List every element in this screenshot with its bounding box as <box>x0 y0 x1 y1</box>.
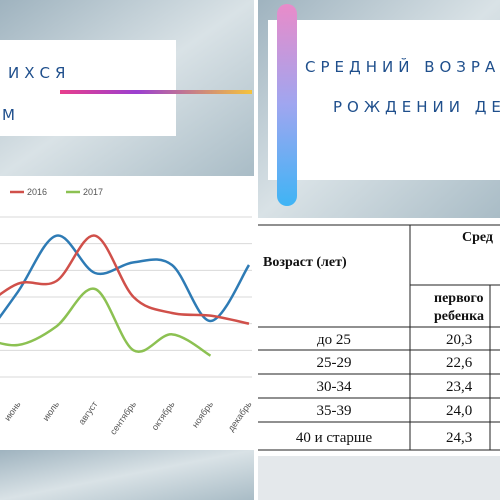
table-cell: до 25 <box>317 332 351 348</box>
table-cell: 24,0 <box>446 403 472 419</box>
slide-background <box>0 450 254 500</box>
slide-background <box>258 456 500 500</box>
slide-title: М <box>2 106 20 124</box>
table-cell: 24,3 <box>446 430 472 446</box>
table-header: Сред <box>462 230 493 245</box>
slide-title: ИХСЯ <box>8 64 70 82</box>
table-borders <box>258 224 500 451</box>
accent-line <box>60 90 252 94</box>
table-cell: 22,6 <box>446 355 473 371</box>
slide-title: РОЖДЕНИИ ДЕ <box>333 98 500 116</box>
title-card <box>0 40 176 136</box>
table-cell: 25-29 <box>317 355 352 371</box>
table-header: Возраст (лет) <box>263 255 347 270</box>
slide-title: СРЕДНИЙ ВОЗРА <box>305 57 500 76</box>
table-cell: 20,3 <box>446 332 472 348</box>
legend-label: 2016 <box>27 187 47 197</box>
table-cell: 35-39 <box>317 403 352 419</box>
table-cell: 23,4 <box>446 379 473 395</box>
accent-bar <box>277 4 297 206</box>
chart <box>0 216 252 378</box>
table-cell: 30-34 <box>317 379 352 395</box>
line-series <box>0 234 250 325</box>
legend-label: 2017 <box>83 187 103 197</box>
title-card <box>268 20 500 180</box>
table-background <box>258 222 500 452</box>
table-body: до 25 20,3 25-29 22,6 30-34 23,4 35-39 24,0 40 и… <box>296 332 473 446</box>
table-header: первого <box>434 291 484 306</box>
line-series <box>0 234 251 323</box>
line-series <box>0 287 212 357</box>
chart-panel <box>0 178 252 446</box>
table-cell: 40 и старше <box>296 430 373 446</box>
table-header: ребенка <box>434 309 484 324</box>
